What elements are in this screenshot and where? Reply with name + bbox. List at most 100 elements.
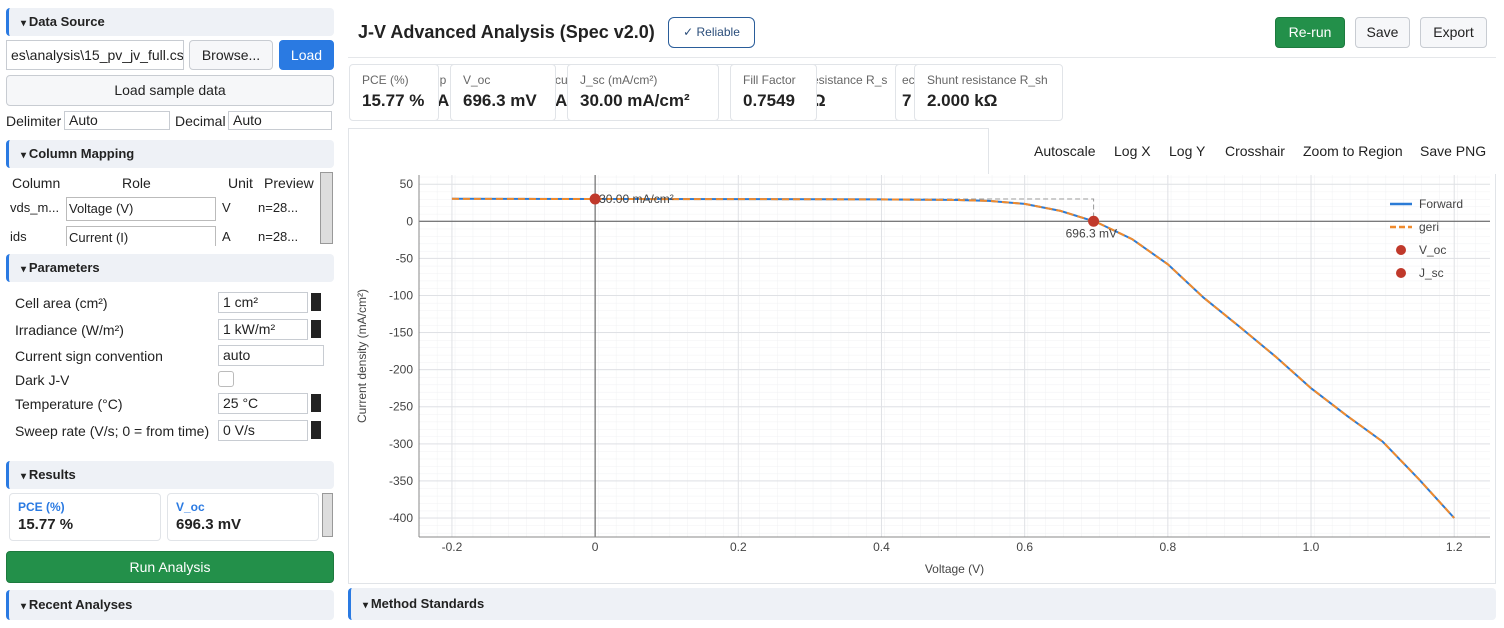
point-label: 696.3 mV [1066,226,1117,240]
result-label: V_oc [176,500,205,514]
spinner[interactable] [311,293,321,311]
metric-card: V_oc 696.3 mV [450,64,556,121]
role-select[interactable]: Current (I) [66,226,216,246]
guide-line [595,198,1095,222]
section-header[interactable]: Data Source [6,8,334,36]
decimal-select[interactable]: Auto [228,111,332,130]
legend-label: V_oc [1419,243,1446,257]
section-header[interactable]: Results [6,461,334,489]
metric-value: A [555,91,568,110]
param-label: Sweep rate (V/s; 0 = from time) [15,423,210,439]
metric-label: Shunt resistance R_sh [927,73,1048,87]
column-header: Role [122,175,151,191]
y-tick-label: -200 [389,363,413,377]
column-header: Preview [264,175,314,191]
y-tick-label: 0 [406,214,413,228]
section-header[interactable]: Parameters [6,254,334,282]
y-tick-label: -250 [389,400,413,414]
cell: V [222,200,231,215]
checkbox[interactable] [218,371,234,387]
toolbar-button[interactable]: Save PNG [1420,143,1487,159]
toolbar-button[interactable]: Crosshair [1225,143,1285,159]
header-button[interactable]: Save [1355,17,1410,48]
result-label: PCE (%) [18,500,65,514]
series-line [451,197,1455,519]
cell: ids [10,229,27,244]
legend-label: J_sc [1419,266,1444,280]
metric-label: J_sc (mA/cm²) [580,73,658,87]
y-tick-label: -400 [389,511,413,525]
path-input[interactable]: es\analysis\15_pv_jv_full.csv [6,40,184,70]
y-axis-label: Current density (mA/cm²) [355,289,369,423]
toolbar-button[interactable]: Zoom to Region [1303,143,1403,159]
toolbar-button[interactable]: Log Y [1169,143,1206,159]
sample-button[interactable]: Load sample data [6,75,334,106]
metric-value: 696.3 mV [463,91,537,110]
result-card: PCE (%) 15.77 % [9,493,161,541]
status-badge: ✓ Reliable [668,17,755,48]
param-input[interactable]: 1 cm² [218,292,308,313]
param-input[interactable]: 1 kW/m² [218,319,308,340]
toolbar-button[interactable]: Log X [1114,143,1151,159]
metric-label: lp [437,73,447,87]
param-label: Cell area (cm²) [15,295,108,311]
column-header: Unit [228,175,253,191]
metric-card: Shunt resistance R_sh 2.000 kΩ [914,64,1063,121]
param-label: Current sign convention [15,348,163,364]
x-tick-label: 0 [592,540,599,554]
x-tick-label: 0.6 [1016,540,1033,554]
spinner[interactable] [311,320,321,338]
load-button[interactable]: Load [279,40,334,70]
param-input[interactable]: 25 °C [218,393,308,414]
metric-value: 0.7549 [743,91,795,110]
cell: vds_m... [10,200,60,215]
scrollbar[interactable] [322,493,333,537]
result-value: 696.3 mV [176,516,242,533]
section-header[interactable]: Column Mapping [6,140,334,168]
y-tick-label: -300 [389,437,413,451]
param-label: Dark J-V [15,372,70,388]
label: Delimiter [6,113,62,129]
param-input[interactable]: 0 V/s [218,420,308,441]
point-label: 30.00 mA/cm² [599,192,674,206]
metric-card: Fill Factor 0.7549 [730,64,817,121]
param-input[interactable]: auto [218,345,324,366]
scrollbar[interactable] [320,172,333,244]
metric-label: V_oc [463,73,491,87]
legend-marker [1396,268,1406,278]
toolbar-button[interactable]: Autoscale [1034,143,1096,159]
x-tick-label: -0.2 [442,540,463,554]
metric-value: 2.000 kΩ [927,91,998,110]
y-tick-label: 50 [400,177,414,191]
x-axis-label: Voltage (V) [925,562,984,576]
x-tick-label: 1.0 [1303,540,1320,554]
cell: n=28... [258,200,299,215]
x-tick-label: 1.2 [1446,540,1463,554]
result-value: 15.77 % [18,516,74,533]
metric-card: PCE (%) 15.77 % [349,64,439,121]
minor-grid [419,175,1490,537]
metric-value: 7 [902,91,912,110]
metric-label: ec [902,73,915,87]
header-button[interactable]: Re-run [1275,17,1345,48]
browse-button[interactable]: Browse... [189,40,273,70]
run-button[interactable]: Run Analysis [6,551,334,583]
role-select[interactable]: Voltage (V) [66,197,216,221]
legend-label: Forward [1419,197,1463,211]
page-title: J-V Advanced Analysis (Spec v2.0) [358,22,655,42]
legend-label: geri [1419,220,1439,234]
marker [1088,215,1100,227]
results: PCE (%) 15.77 % V_oc 696.3 mV [0,492,336,544]
section-header[interactable]: Recent Analyses [6,590,334,620]
delimiter-select[interactable]: Auto [64,111,170,130]
spinner[interactable] [311,394,321,412]
header-button[interactable]: Export [1420,17,1487,48]
parameters: Cell area (cm²) 1 cm² Irradiance (W/m²) 1 k… [0,290,336,450]
section-header[interactable]: Method Standards [348,588,1496,620]
metric-value: 30.00 mA/cm² [580,91,690,110]
y-tick-label: -100 [389,288,413,302]
metric-card: J_sc (mA/cm²) 30.00 mA/cm² [567,64,719,121]
y-tick-label: -150 [389,326,413,340]
spinner[interactable] [311,421,321,439]
